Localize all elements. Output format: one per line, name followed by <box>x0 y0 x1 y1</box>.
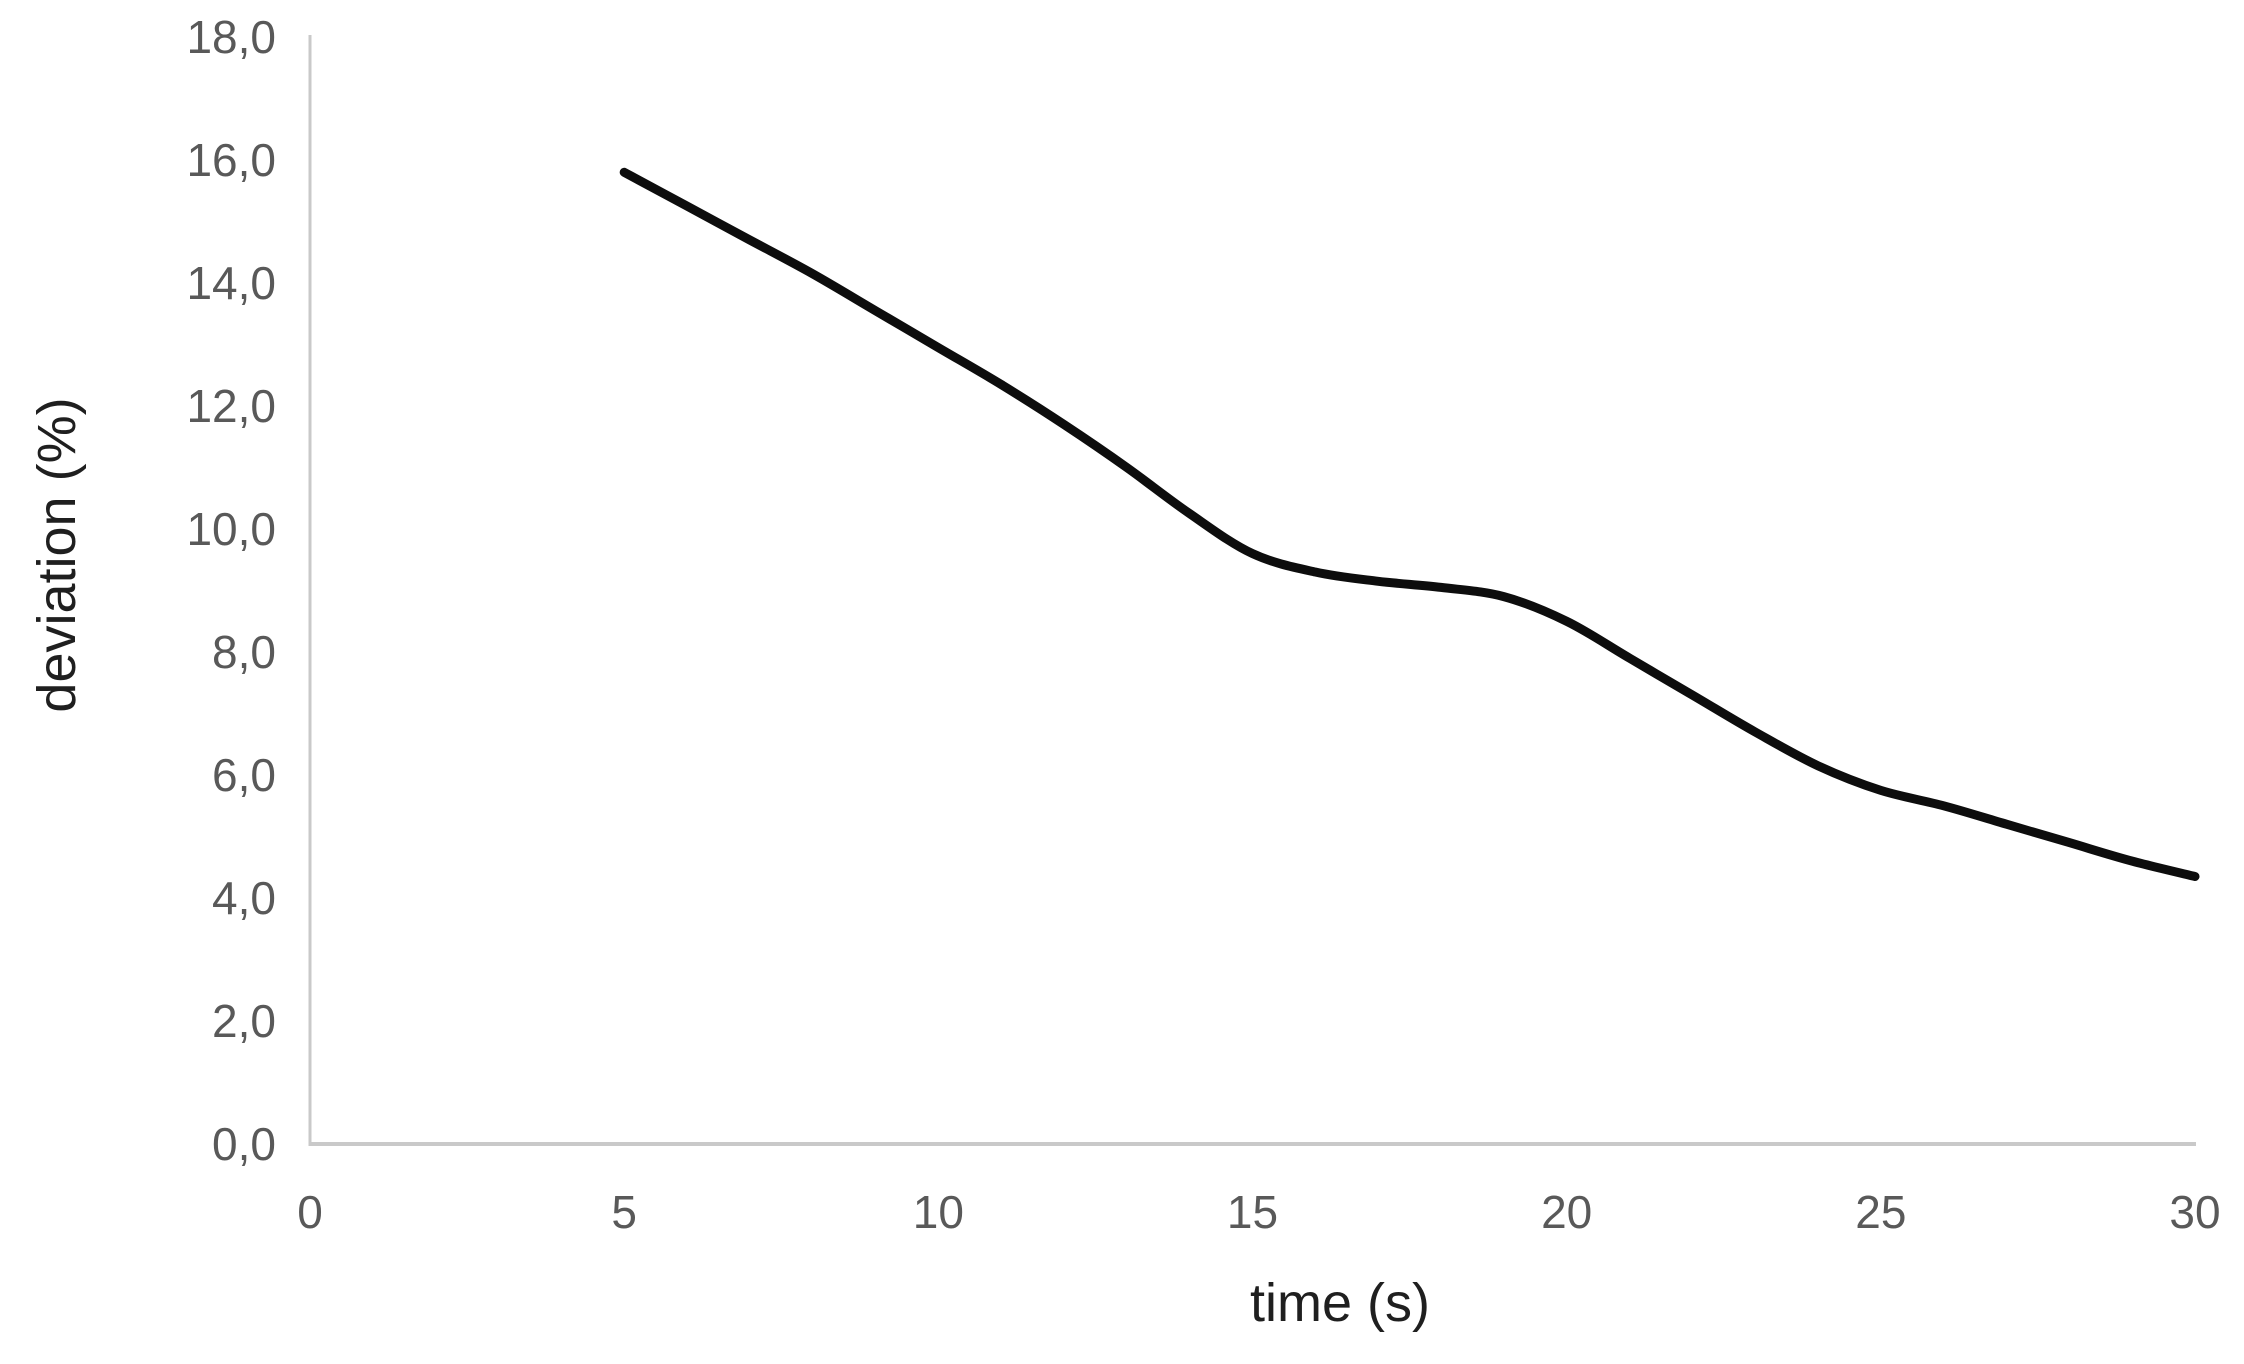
y-tick-label: 14,0 <box>186 257 276 309</box>
y-axis-title: deviation (%) <box>27 397 87 713</box>
x-tick-label: 30 <box>2169 1186 2220 1238</box>
x-tick-label: 0 <box>297 1186 323 1238</box>
y-tick-label: 4,0 <box>212 872 276 924</box>
x-axis-title: time (s) <box>1250 1273 1430 1333</box>
y-tick-label: 8,0 <box>212 626 276 678</box>
x-axis-tick-labels: 0 5 10 15 20 25 30 <box>297 1186 2220 1238</box>
y-tick-label: 10,0 <box>186 503 276 555</box>
y-tick-label: 6,0 <box>212 749 276 801</box>
y-tick-label: 12,0 <box>186 380 276 432</box>
y-tick-label: 2,0 <box>212 995 276 1047</box>
x-tick-label: 5 <box>611 1186 637 1238</box>
series-line <box>619 167 2200 881</box>
x-tick-label: 10 <box>913 1186 964 1238</box>
y-tick-label: 18,0 <box>186 11 276 63</box>
x-tick-label: 20 <box>1541 1186 1592 1238</box>
y-axis-tick-labels: 0,0 2,0 4,0 6,0 8,0 10,0 12,0 14,0 16,0 18,0 <box>186 11 276 1170</box>
y-tick-label: 16,0 <box>186 134 276 186</box>
x-tick-label: 25 <box>1855 1186 1906 1238</box>
x-tick-label: 15 <box>1227 1186 1278 1238</box>
y-tick-label: 0,0 <box>212 1118 276 1170</box>
